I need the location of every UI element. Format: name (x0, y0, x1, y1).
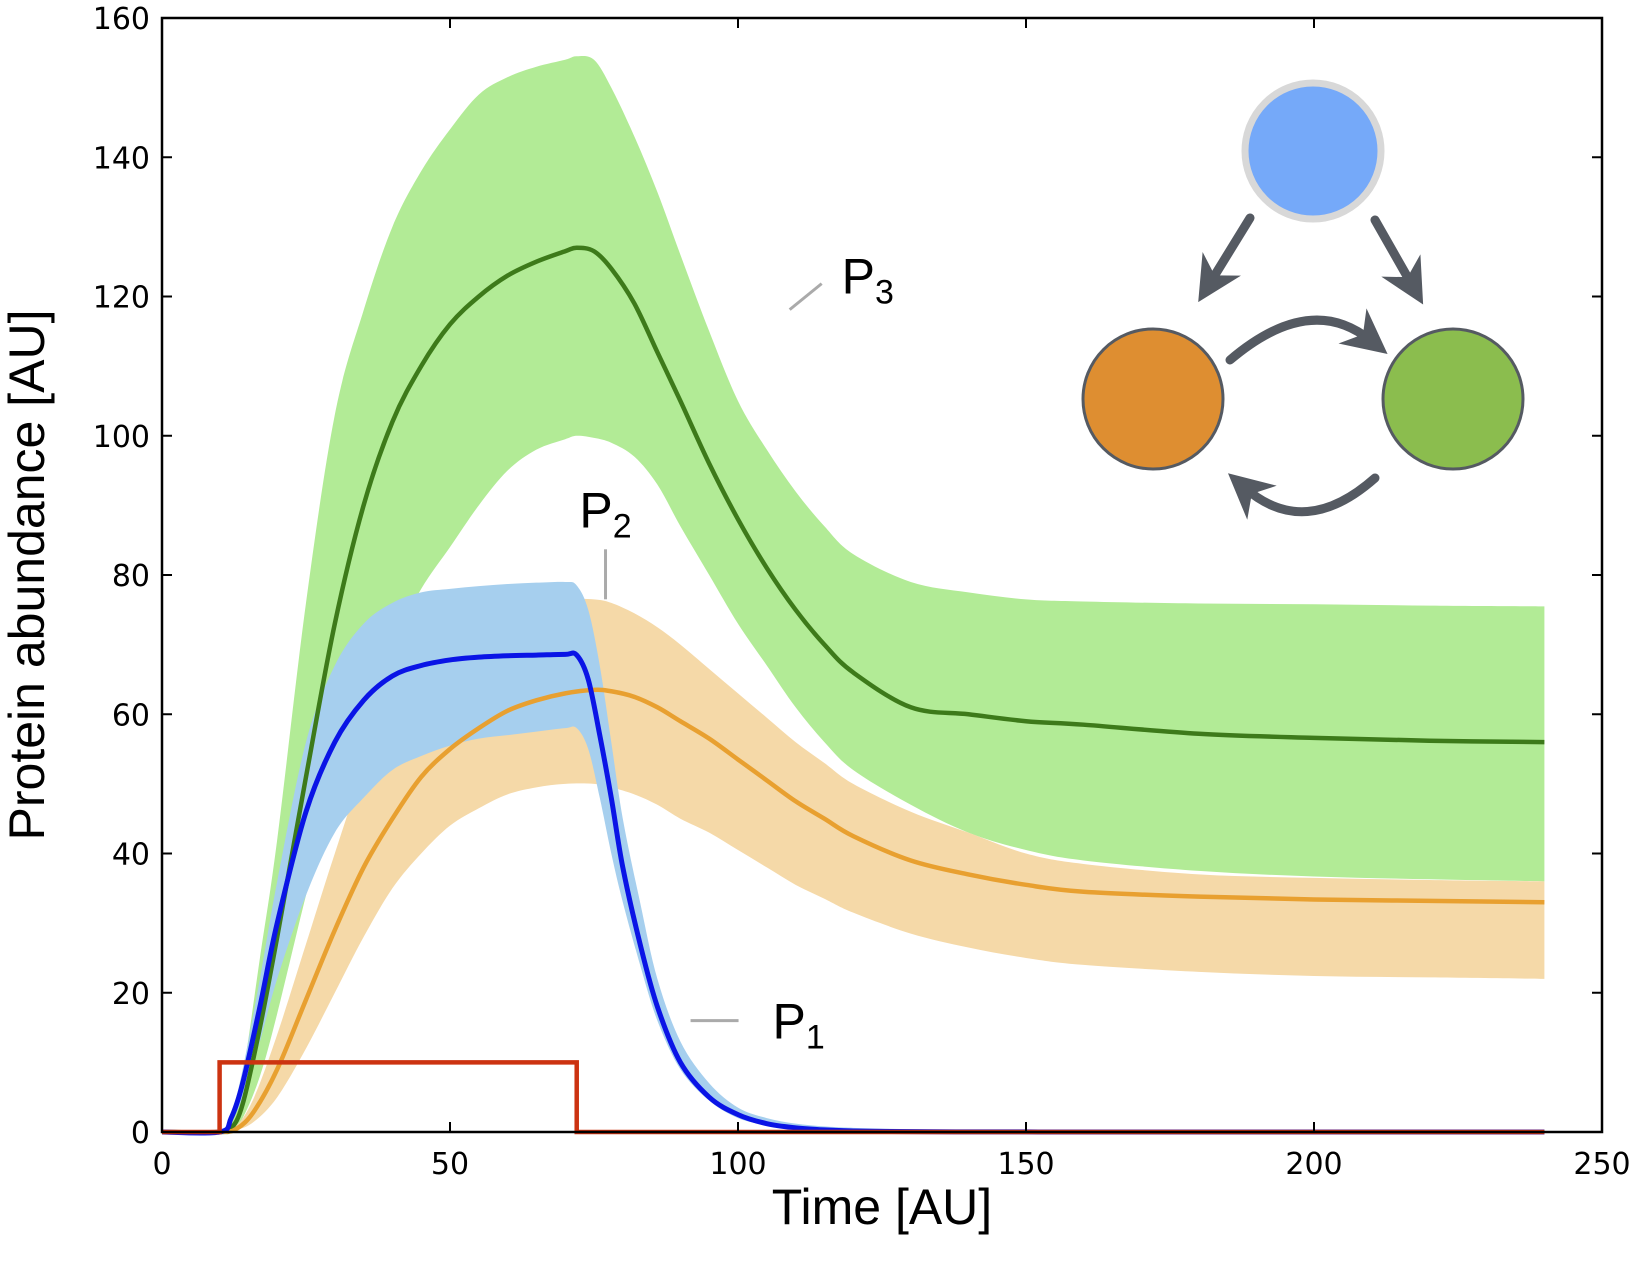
band-p1 (162, 581, 1545, 1134)
y-tick-label: 160 (93, 2, 150, 37)
network-node-n1 (1241, 79, 1385, 223)
edge-n1-n3 (1370, 215, 1424, 305)
edge-n2-n3 (1225, 308, 1388, 365)
x-axis-title: Time [AU] (772, 1179, 992, 1235)
x-tick-label: 200 (1285, 1147, 1342, 1182)
network-inset (1081, 79, 1525, 520)
x-tick-label: 250 (1573, 1147, 1630, 1182)
line-p2 (161, 687, 1545, 1135)
series-label-p2: P2 (579, 482, 631, 545)
input-pulse (162, 1060, 1545, 1135)
y-tick-label: 140 (93, 141, 150, 176)
series-label-subscript: 2 (613, 507, 632, 545)
edge-n1-n2 (1198, 213, 1255, 303)
confidence-bands (162, 56, 1545, 1134)
series-label-subscript: 3 (875, 274, 894, 312)
series-label-main: P (579, 482, 612, 538)
network-node-n2 (1081, 327, 1225, 471)
y-axis-title: Protein abundance [AU] (0, 310, 55, 841)
y-tick-label: 60 (112, 698, 150, 733)
series-label-main: P (773, 994, 806, 1050)
y-tick-label: 120 (93, 281, 150, 316)
series-label-main: P (842, 249, 875, 305)
edge-n3-n2 (1227, 473, 1380, 520)
axis-ticks: 0 50 100 150 200 250 0 20 40 60 80 100 120 140 160 (93, 2, 1631, 1182)
input-pulse-line (162, 1060, 1545, 1135)
band-p3 (162, 56, 1545, 1133)
y-tick-label: 0 (131, 1116, 150, 1151)
network-node-n3 (1381, 327, 1525, 471)
label-leader (788, 282, 823, 311)
x-tick-label: 100 (709, 1147, 766, 1182)
x-tick-label: 50 (431, 1147, 469, 1182)
y-tick-label: 20 (112, 977, 150, 1012)
y-tick-label: 40 (112, 838, 150, 873)
line-p3 (161, 245, 1545, 1135)
series-label-p1: P1 (773, 994, 825, 1057)
series-label-subscript: 1 (806, 1019, 825, 1057)
x-tick-label: 0 (152, 1147, 171, 1182)
y-tick-label: 80 (112, 559, 150, 594)
y-tick-label: 100 (93, 420, 150, 455)
x-tick-label: 150 (997, 1147, 1054, 1182)
series-label-p3: P3 (842, 249, 894, 312)
